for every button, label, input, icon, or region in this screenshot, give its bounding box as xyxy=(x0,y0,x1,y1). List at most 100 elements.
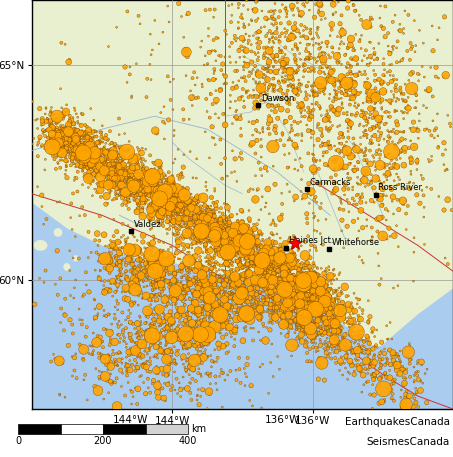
Point xyxy=(345,128,352,135)
Point xyxy=(220,232,227,239)
Point xyxy=(317,126,324,133)
Point xyxy=(337,314,344,321)
Point xyxy=(227,277,234,285)
Point xyxy=(272,284,280,291)
Point xyxy=(216,227,223,234)
Point xyxy=(121,338,128,345)
Point xyxy=(215,243,222,250)
Point xyxy=(157,344,164,351)
Point xyxy=(229,229,236,237)
Point xyxy=(265,264,273,271)
Point xyxy=(261,275,269,282)
Point xyxy=(44,115,51,122)
Point xyxy=(146,354,154,361)
Point xyxy=(320,291,328,298)
Point xyxy=(259,124,266,131)
Point xyxy=(102,257,109,264)
Point xyxy=(188,213,195,220)
Point xyxy=(343,147,350,154)
Point xyxy=(210,214,217,222)
Point xyxy=(325,301,333,308)
Point xyxy=(401,144,409,152)
Point xyxy=(54,141,61,148)
Point xyxy=(131,190,139,197)
Point xyxy=(75,163,82,170)
Point xyxy=(281,62,288,69)
Point xyxy=(286,235,293,243)
Point xyxy=(236,237,243,244)
Point xyxy=(393,351,400,358)
Point xyxy=(151,271,158,279)
Point xyxy=(223,301,230,308)
Point xyxy=(267,288,275,296)
Point xyxy=(150,315,158,322)
Point xyxy=(233,113,240,121)
Point xyxy=(223,237,231,244)
Point xyxy=(118,171,125,178)
Point xyxy=(92,159,100,167)
Point xyxy=(149,173,157,181)
Point xyxy=(66,136,73,143)
Point xyxy=(235,282,242,289)
Point xyxy=(98,146,105,153)
Point xyxy=(203,278,211,286)
Point xyxy=(151,256,158,264)
Point xyxy=(343,80,351,87)
Point xyxy=(159,371,167,378)
Point xyxy=(118,360,125,367)
Point xyxy=(220,71,227,78)
Point xyxy=(325,303,332,310)
Point xyxy=(245,260,252,268)
Point xyxy=(102,257,110,264)
Point xyxy=(400,55,407,62)
Point xyxy=(149,178,157,186)
Point xyxy=(285,295,293,303)
Point xyxy=(146,241,153,248)
Point xyxy=(217,238,224,245)
Point xyxy=(276,311,284,318)
Point xyxy=(112,255,120,262)
Point xyxy=(245,271,252,278)
Point xyxy=(276,276,283,283)
Point xyxy=(251,297,258,304)
Point xyxy=(203,296,211,303)
Point xyxy=(442,255,449,262)
Point xyxy=(113,375,120,382)
Point xyxy=(272,69,280,76)
Point xyxy=(344,368,352,376)
Point xyxy=(53,198,61,206)
Point xyxy=(265,260,272,268)
Point xyxy=(145,188,153,196)
Point xyxy=(225,2,232,9)
Point xyxy=(67,129,74,137)
Point xyxy=(304,314,312,322)
Point xyxy=(243,280,251,287)
Point xyxy=(243,239,251,246)
Point xyxy=(414,403,422,410)
Point xyxy=(127,347,134,354)
Point xyxy=(155,204,163,211)
Point xyxy=(143,183,150,190)
Point xyxy=(122,167,129,174)
Point xyxy=(367,105,374,112)
Point xyxy=(314,302,322,309)
Point xyxy=(416,27,423,34)
Point xyxy=(355,356,362,364)
Point xyxy=(222,256,229,263)
Point xyxy=(114,192,121,199)
Point xyxy=(155,40,163,48)
Point xyxy=(350,47,357,54)
Point xyxy=(285,266,293,274)
Point xyxy=(136,351,144,358)
Point xyxy=(225,295,232,302)
Point xyxy=(386,367,393,374)
Point xyxy=(273,300,280,307)
Point xyxy=(142,260,149,267)
Point xyxy=(226,213,233,220)
Point xyxy=(126,334,133,341)
Point xyxy=(285,261,293,268)
Point xyxy=(222,243,230,250)
Point xyxy=(182,202,189,209)
Point xyxy=(92,159,99,167)
Point xyxy=(305,328,313,335)
